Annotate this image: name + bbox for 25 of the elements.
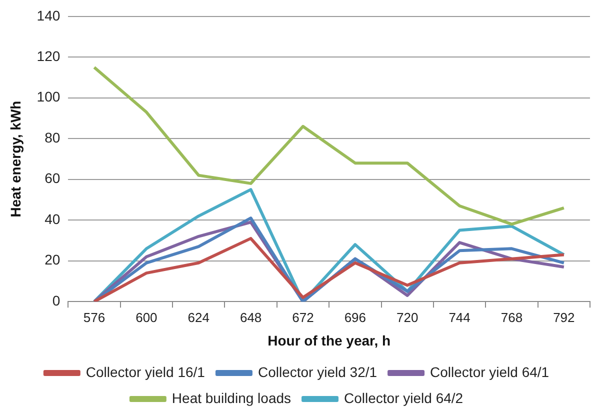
- y-tick-label: 140: [36, 7, 60, 24]
- legend-label: Heat building loads: [172, 390, 292, 406]
- legend-label: Collector yield 64/2: [344, 390, 464, 406]
- legend-label: Collector yield 32/1: [258, 364, 378, 380]
- x-tick-label: 744: [448, 310, 470, 325]
- y-tick-label: 100: [36, 88, 60, 105]
- legend-label: Collector yield 64/1: [430, 364, 550, 380]
- legend-label: Collector yield 16/1: [86, 364, 206, 380]
- y-tick-label: 80: [44, 129, 60, 146]
- x-tick-label: 648: [240, 310, 262, 325]
- y-tick-label: 120: [36, 48, 60, 64]
- x-tick-label: 600: [136, 310, 158, 325]
- x-tick-label: 696: [344, 310, 366, 325]
- x-tick-label: 576: [83, 310, 106, 325]
- x-tick-label: 672: [292, 310, 314, 325]
- y-tick-label: 40: [44, 210, 60, 227]
- y-axis-title: Heat energy, kWh: [7, 100, 24, 218]
- x-tick-label: 768: [500, 310, 523, 325]
- x-tick-label: 720: [396, 310, 418, 325]
- y-tick-label: 0: [52, 292, 60, 308]
- x-tick-label: 792: [553, 310, 575, 325]
- y-tick-label: 20: [44, 252, 60, 268]
- x-tick-label: 624: [188, 310, 210, 325]
- y-tick-label: 60: [44, 170, 60, 186]
- x-axis-title: Hour of the year, h: [268, 332, 391, 348]
